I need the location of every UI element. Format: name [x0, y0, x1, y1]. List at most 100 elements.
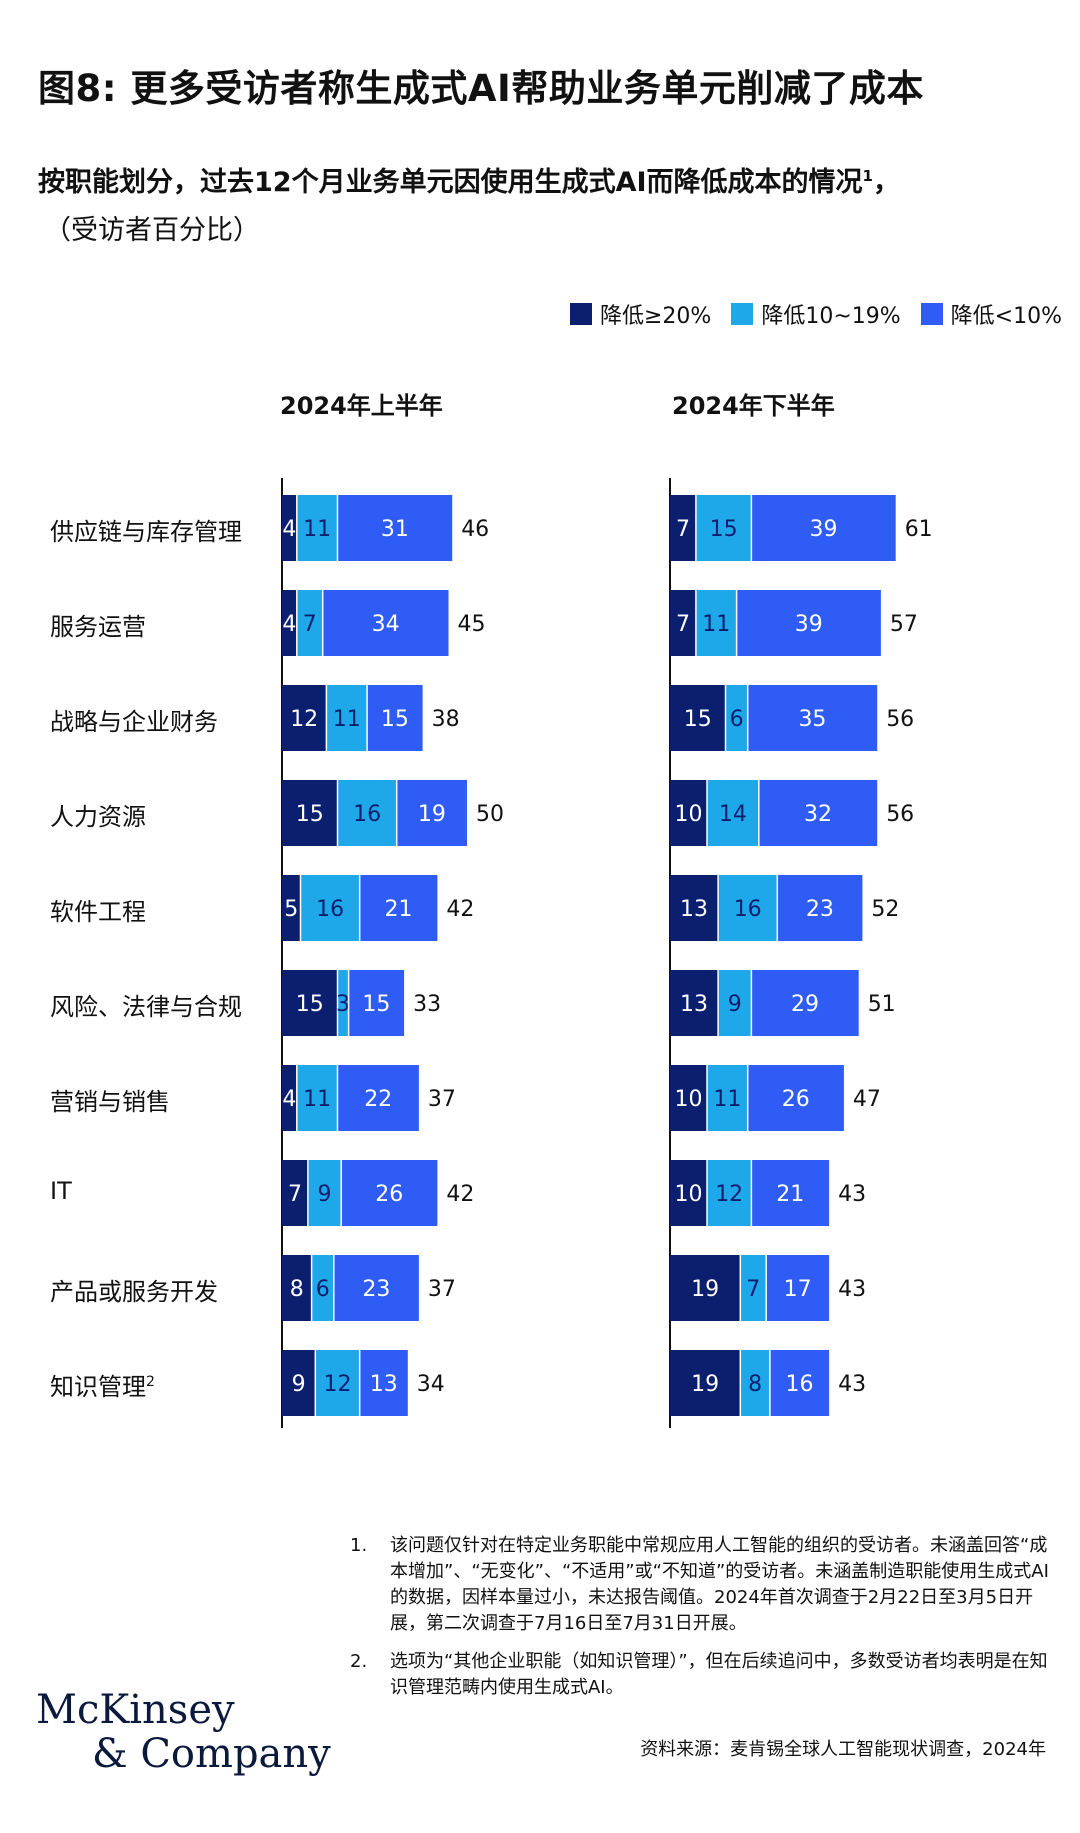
logo-line-1: McKinsey — [36, 1687, 235, 1733]
bar-segment — [751, 1160, 830, 1226]
category-label: 战略与企业财务 — [50, 702, 218, 737]
subtitle-footnote-mark: 1 — [862, 167, 873, 185]
source-note: 资料来源：麦肯锡全球人工智能现状调查，2024年 — [640, 1739, 1046, 1760]
category-label: 营销与销售 — [50, 1082, 170, 1117]
category-label: 软件工程 — [50, 892, 146, 927]
legend-swatch-medium — [731, 303, 754, 325]
category-label: 服务运营 — [50, 607, 146, 642]
bar-value-label: 29 — [791, 992, 819, 1017]
bar-value-label: 15 — [296, 992, 324, 1017]
bar-value-label: 39 — [810, 517, 838, 542]
bar-value-label: 23 — [362, 1277, 390, 1302]
bar-segment — [695, 590, 737, 656]
bar-total-label: 42 — [446, 1182, 474, 1207]
bar-total-label: 43 — [838, 1277, 866, 1302]
bar-value-label: 10 — [675, 1182, 703, 1207]
bar-value-label: 13 — [370, 1372, 398, 1397]
figure-title: 图8: 更多受访者称生成式AI帮助业务单元削减了成本 — [38, 67, 924, 110]
chart-legend: 降低≥20% 降低10~19% 降低<10% — [550, 298, 1062, 330]
bar-segment — [322, 590, 449, 656]
category-label: 供应链与库存管理 — [50, 512, 242, 547]
bar-total-label: 56 — [886, 802, 914, 827]
footnote-1-number: 1. — [350, 1535, 368, 1556]
bar-value-label: 35 — [798, 707, 826, 732]
bar-value-label: 13 — [680, 992, 708, 1017]
category-label: 产品或服务开发 — [50, 1272, 218, 1307]
bar-segment — [282, 685, 327, 751]
bar-total-label: 57 — [890, 612, 918, 637]
bar-segment — [670, 590, 696, 656]
bar-value-label: 8 — [290, 1277, 304, 1302]
legend-label-medium: 降低10~19% — [761, 304, 901, 329]
bar-value-label: 16 — [353, 802, 381, 827]
bar-value-label: 7 — [746, 1277, 760, 1302]
figure-unit-note: （受访者百分比） — [44, 215, 260, 246]
bar-value-label: 6 — [316, 1277, 330, 1302]
bar-total-label: 45 — [458, 612, 486, 637]
bar-segment — [670, 1255, 741, 1321]
bar-total-label: 51 — [868, 992, 896, 1017]
bar-value-label: 15 — [381, 707, 409, 732]
bar-segment — [337, 970, 349, 1036]
bar-segment — [747, 1065, 844, 1131]
bar-segment — [341, 1160, 438, 1226]
bar-segment — [751, 970, 859, 1036]
bar-value-label: 15 — [296, 802, 324, 827]
category-label: 人力资源 — [50, 797, 146, 832]
bar-value-label: 23 — [806, 897, 834, 922]
bar-value-label: 12 — [715, 1182, 743, 1207]
category-label: IT — [50, 1177, 72, 1205]
bar-segment — [670, 685, 726, 751]
footnote-2: 2. 选项为“其他企业职能（如知识管理）”，但在后续追问中，多数受访者均表明是在… — [350, 1649, 1060, 1701]
legend-label-low: 降低<10% — [950, 304, 1062, 329]
bar-segment — [282, 495, 297, 561]
bar-value-label: 16 — [786, 1372, 814, 1397]
category-label: 风险、法律与合规 — [50, 987, 242, 1022]
bar-value-label: 9 — [728, 992, 742, 1017]
bar-segment — [311, 1255, 334, 1321]
bar-segment — [282, 1350, 316, 1416]
bar-total-label: 52 — [871, 897, 899, 922]
bar-segment — [766, 1255, 830, 1321]
bar-value-label: 7 — [303, 612, 317, 637]
bar-value-label: 14 — [719, 802, 747, 827]
bar-value-label: 34 — [372, 612, 400, 637]
category-label-text: 风险、法律与合规 — [50, 993, 242, 1021]
bar-segment — [282, 875, 301, 941]
bar-value-label: 19 — [691, 1277, 719, 1302]
bar-value-label: 7 — [288, 1182, 302, 1207]
bar-segment — [282, 780, 338, 846]
bar-segment — [337, 780, 397, 846]
category-label-text: 服务运营 — [50, 613, 146, 641]
bar-value-label: 12 — [324, 1372, 352, 1397]
bar-value-label: 13 — [680, 897, 708, 922]
bar-segment — [282, 970, 338, 1036]
bar-value-label: 4 — [282, 1087, 296, 1112]
bar-value-label: 11 — [303, 1087, 331, 1112]
bar-segment — [282, 590, 297, 656]
category-footnote-mark: 2 — [146, 1374, 155, 1390]
bar-value-label: 11 — [713, 1087, 741, 1112]
category-label-text: IT — [50, 1177, 72, 1205]
bar-segment — [695, 495, 752, 561]
bar-segment — [296, 590, 323, 656]
bar-segment — [282, 1160, 308, 1226]
bar-segment — [725, 685, 748, 751]
footnote-1-text: 该问题仅针对在特定业务职能中常规应用人工智能的组织的受访者。未涵盖回答“成本增加… — [390, 1535, 1049, 1634]
bar-value-label: 6 — [730, 707, 744, 732]
bar-segment — [359, 875, 438, 941]
bar-segment — [367, 685, 423, 751]
bar-segment — [670, 1065, 707, 1131]
bar-segment — [707, 780, 759, 846]
bar-segment — [707, 1065, 748, 1131]
bar-value-label: 39 — [795, 612, 823, 637]
bar-value-label: 15 — [684, 707, 712, 732]
bar-segment — [307, 1160, 342, 1226]
bar-value-label: 21 — [776, 1182, 804, 1207]
category-label-text: 产品或服务开发 — [50, 1278, 218, 1306]
bar-value-label: 15 — [362, 992, 390, 1017]
bar-value-label: 16 — [734, 897, 762, 922]
bar-segment — [751, 495, 896, 561]
footnote-1: 1. 该问题仅针对在特定业务职能中常规应用人工智能的组织的受访者。未涵盖回答“成… — [350, 1533, 1060, 1637]
